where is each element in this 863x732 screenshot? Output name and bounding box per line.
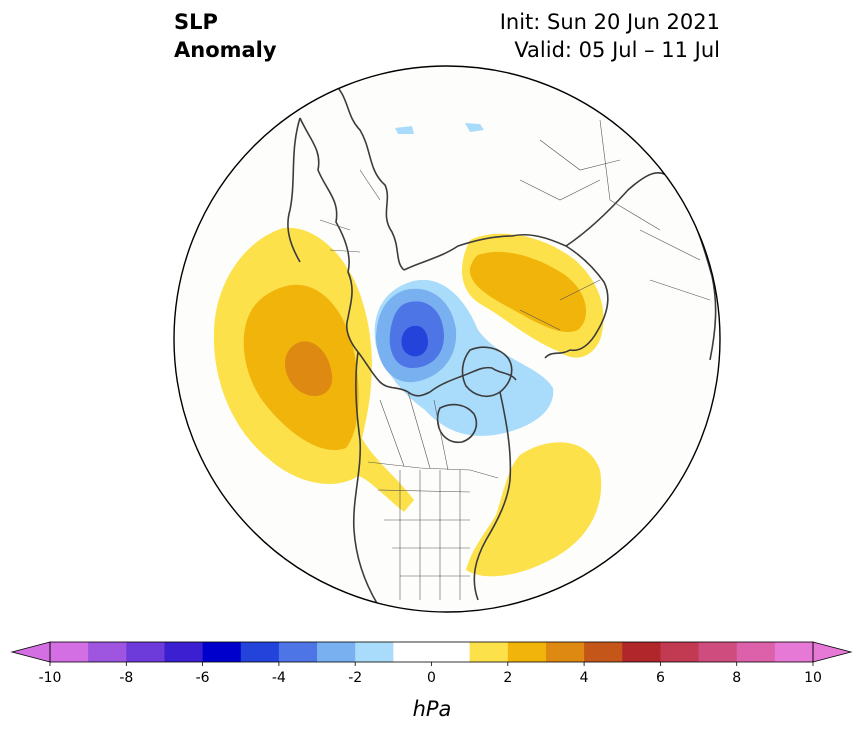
coastline-canada-north (429, 366, 517, 393)
globe-outline (173, 65, 721, 613)
arctic-low-4hpa (401, 325, 428, 357)
date-info: Init: Sun 20 Jun 2021 Valid: 05 Jul – 11… (500, 8, 720, 64)
colorbar-tick-label: 0 (427, 670, 436, 686)
country-borders (319, 119, 711, 600)
pacific-high-3hpa (284, 341, 333, 396)
coastlines (287, 79, 717, 606)
coastline-siberia (403, 233, 609, 331)
colorbar-tick-label: 8 (732, 670, 741, 686)
border-canada-provinces (379, 391, 449, 471)
colorbar-segments (50, 642, 814, 662)
colorbar-segment (774, 642, 814, 662)
colorbar-tick-label: -6 (196, 670, 210, 686)
colorbar-tick-label: 4 (580, 670, 589, 686)
valid-range: Valid: 05 Jul – 11 Jul (514, 38, 720, 62)
colorbar-segment (278, 642, 318, 662)
field-name: SLP (174, 10, 218, 34)
coastline-east-asia (544, 329, 599, 359)
colorbar-segment (469, 642, 509, 662)
eurasia-high-2hpa (469, 251, 587, 332)
coastline-north-america-west (352, 351, 379, 606)
border-asia (519, 229, 711, 331)
colorbar-segment (622, 642, 661, 662)
colorbar-tick-label: -2 (348, 670, 362, 686)
border-canada-us (367, 461, 499, 479)
colorbar-segment (50, 642, 89, 662)
small-low-patch-2 (465, 123, 484, 132)
colorbar-segment (507, 642, 547, 662)
colorbar-segment (202, 642, 242, 662)
colorbar-segment (431, 642, 471, 662)
colorbar-unit-label: hPa (413, 697, 452, 721)
colorbar-segment (393, 642, 432, 662)
coastline-europe (299, 117, 359, 353)
coastline-europe-west (287, 117, 301, 263)
colorbar-segment (240, 642, 280, 662)
colorbar-segment (126, 642, 165, 662)
colorbar-tick-label: -4 (272, 670, 286, 686)
atlantic-high-1hpa (466, 442, 602, 577)
colorbar-segment (660, 642, 700, 662)
colorbar: -10 -8 -6 -4 -2 0 2 4 6 8 10 hPa (10, 641, 853, 721)
colorbar-tick-label: 6 (656, 670, 665, 686)
colorbar-segment (355, 642, 394, 662)
colorbar-ticks: -10 -8 -6 -4 -2 0 2 4 6 8 10 (39, 662, 822, 686)
small-low-patch-1 (395, 126, 414, 134)
polar-map (173, 65, 721, 613)
coastline-north-america-east (473, 391, 512, 601)
init-date: Init: Sun 20 Jun 2021 (499, 10, 720, 34)
coastline-alaska (357, 351, 431, 397)
colorbar-segment (88, 642, 127, 662)
colorbar-segment (317, 642, 356, 662)
border-us-states-1 (377, 489, 471, 577)
colorbar-tick-label: -10 (39, 670, 62, 686)
border-us-states-2 (399, 470, 461, 600)
anomaly-contours (213, 123, 604, 577)
field-subtitle: Anomaly (174, 38, 277, 62)
colorbar-extend-right (812, 641, 853, 663)
colorbar-segment (545, 642, 585, 662)
plot-title: SLP Anomaly (174, 8, 277, 64)
border-russia-internal (519, 119, 661, 231)
border-europe (319, 169, 381, 253)
colorbar-tick-label: 2 (503, 670, 512, 686)
coastline-scandinavia (329, 79, 405, 271)
colorbar-extend-left (10, 641, 51, 663)
colorbar-segment (584, 642, 623, 662)
colorbar-segment (164, 642, 204, 662)
colorbar-tick-label: -8 (119, 670, 133, 686)
colorbar-segment (736, 642, 776, 662)
colorbar-tick-label: 10 (804, 670, 822, 686)
colorbar-segment (698, 642, 738, 662)
